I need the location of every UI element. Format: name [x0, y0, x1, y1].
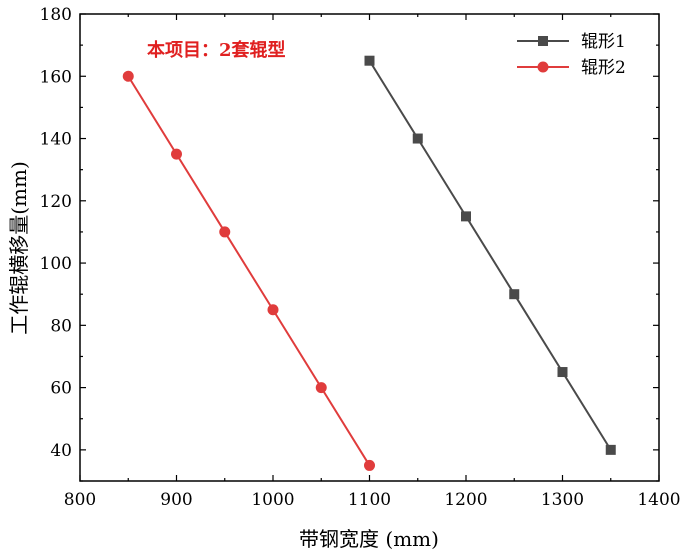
y-tick-label: 60	[50, 379, 72, 399]
y-tick-label: 180	[40, 5, 72, 25]
y-tick-label: 160	[40, 67, 72, 87]
data-point	[122, 70, 134, 82]
x-axis-title: 带钢宽度 (mm)	[299, 527, 439, 551]
data-point	[364, 55, 375, 66]
x-tick-label: 800	[64, 490, 96, 510]
data-point	[412, 133, 423, 144]
series-layer	[122, 55, 616, 471]
data-point	[605, 444, 616, 455]
plot-frame	[79, 13, 660, 482]
series-line	[368, 60, 612, 451]
data-point	[509, 289, 520, 300]
data-point	[364, 459, 375, 471]
data-point	[267, 304, 279, 316]
y-tick-label: 120	[40, 192, 72, 212]
series-line	[127, 75, 371, 466]
y-tick-label: 100	[40, 254, 72, 274]
legend-entry-2: 辊形2	[517, 58, 626, 78]
data-point	[557, 367, 568, 378]
y-tick-label: 80	[50, 316, 72, 336]
x-tick-label: 900	[160, 490, 192, 510]
x-tick-label: 1400	[637, 490, 680, 510]
x-tick-label: 1200	[444, 490, 487, 510]
data-point	[461, 211, 471, 222]
legend-marker	[538, 36, 548, 46]
legend-entry-1: 辊形1	[517, 32, 626, 52]
data-point	[315, 382, 327, 394]
x-tick-label: 1100	[348, 490, 391, 510]
legend-marker	[537, 61, 549, 73]
legend-label: 辊形1	[581, 32, 626, 52]
chart-annotation: 本项目：2套辊型	[147, 39, 286, 61]
legend-label: 辊形2	[581, 58, 626, 78]
series-2	[122, 70, 375, 471]
x-tick-label: 1000	[251, 490, 294, 510]
data-point	[219, 226, 231, 238]
axes-layer: 800 900 1000 1100 1200 1300 1400 40 60 80 100 120 14…	[40, 5, 681, 510]
y-tick-label: 140	[40, 130, 72, 150]
series-1	[364, 55, 616, 455]
x-tick-label: 1300	[541, 490, 584, 510]
data-point	[171, 148, 182, 160]
y-axis-title: 工作辊横移量(mm)	[7, 161, 31, 335]
y-tick-label: 40	[50, 441, 72, 461]
